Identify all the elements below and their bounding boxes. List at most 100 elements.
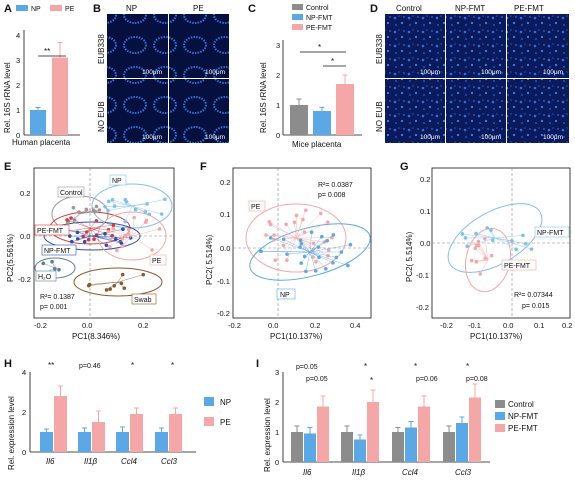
gene-label: Il1β bbox=[84, 457, 97, 466]
bar-np-fmt bbox=[405, 427, 417, 462]
x-tick: -0.2 bbox=[440, 321, 453, 330]
bar-np bbox=[155, 432, 168, 452]
x-axis-label-g: PC1(10.137%) bbox=[470, 332, 523, 341]
np-spoke bbox=[309, 251, 326, 269]
control-spoke bbox=[67, 213, 81, 224]
x-axis-label-c: Mice placenta bbox=[292, 140, 342, 149]
bar-control bbox=[443, 432, 455, 462]
bar-np-fmt bbox=[304, 433, 316, 462]
swab-point bbox=[141, 272, 146, 277]
h2o-spoke bbox=[43, 263, 56, 269]
y-axis-label-a: Rel. 16S rRNA level bbox=[3, 62, 12, 133]
panel-g: G NP-FMT PE-FMT R²= 0.07344 p= 0.015 -0.… bbox=[400, 161, 572, 341]
pe-fmt-point bbox=[110, 233, 115, 238]
pe-fmt-point bbox=[94, 219, 99, 223]
group-label-pefmt: PE-FMT bbox=[504, 263, 531, 270]
scale-bar: 100μm bbox=[543, 69, 563, 76]
swab-point bbox=[120, 272, 125, 277]
bars-c: 0 1 2 3 bbox=[276, 41, 354, 140]
bar-control bbox=[392, 432, 404, 462]
control-spoke bbox=[79, 209, 100, 215]
bar-np bbox=[40, 432, 53, 452]
bars-i bbox=[291, 383, 481, 462]
y-axis-label-g: PC2( 5.514%) bbox=[405, 231, 414, 282]
gene-label: Il1β bbox=[352, 468, 365, 477]
np-spoke bbox=[124, 205, 133, 222]
h2o-point bbox=[50, 259, 54, 264]
y-axis-label-i: Rel. expression level bbox=[263, 398, 272, 472]
pe-point bbox=[106, 229, 111, 234]
bar-pe-fmt bbox=[317, 406, 329, 462]
pe-point bbox=[281, 243, 286, 248]
np-spoke bbox=[309, 236, 322, 253]
np-point bbox=[348, 242, 353, 247]
np-fmt-point bbox=[69, 239, 74, 244]
y-tick: 0.0 bbox=[20, 232, 30, 241]
np-point bbox=[317, 255, 321, 260]
legend-swatch-pe bbox=[204, 417, 214, 426]
np-spoke bbox=[309, 234, 334, 253]
pe-fmt-spoke bbox=[89, 225, 114, 229]
panel-e: E Control NP PE-FMT NP-FMT PE H₂O bbox=[4, 161, 175, 341]
swab-spoke bbox=[117, 274, 144, 283]
pe-point bbox=[272, 233, 276, 237]
pe-fmt-spoke bbox=[67, 219, 91, 229]
pe-fmt-point bbox=[483, 237, 487, 241]
col-label-pe: PE bbox=[193, 4, 204, 13]
h2o-point bbox=[57, 267, 61, 272]
pe-spoke bbox=[275, 237, 297, 261]
np-fmt-point bbox=[485, 226, 490, 230]
panel-label-g: G bbox=[400, 161, 409, 173]
sig-label: * bbox=[414, 362, 417, 371]
legend-swatch-pe bbox=[50, 5, 62, 11]
row-label-noeub: NO EUB bbox=[375, 101, 384, 132]
scatter-points-f bbox=[258, 208, 353, 274]
legend-label-npfmt: NP-FMT bbox=[508, 412, 538, 421]
np-spoke bbox=[107, 205, 133, 211]
gene-label: Il6 bbox=[46, 457, 55, 466]
legend-swatch-control bbox=[292, 4, 303, 10]
pe-point bbox=[285, 258, 289, 262]
np-spoke bbox=[131, 199, 165, 207]
pe-point bbox=[111, 227, 116, 231]
sig-label: * bbox=[364, 362, 367, 371]
pe-spoke bbox=[294, 222, 297, 239]
group-label-pe: PE bbox=[152, 258, 162, 265]
legend-swatch-pefmt bbox=[495, 424, 505, 432]
sig-label-c: * bbox=[331, 57, 334, 66]
np-point bbox=[281, 237, 286, 242]
np-point bbox=[159, 212, 164, 216]
micrograph-npfmt-eub338 bbox=[446, 14, 506, 78]
x-axis-label-a: Human placenta bbox=[12, 138, 71, 147]
y-axis-label-h: Rel. expression level bbox=[7, 396, 16, 470]
legend-label-npfmt: NP-FMT bbox=[306, 15, 333, 22]
x-tick: 0.2 bbox=[138, 321, 148, 330]
np-fmt-point bbox=[521, 233, 525, 238]
y-axis-label-e: PC2(5.561%) bbox=[6, 234, 15, 282]
x-tick: -0.2 bbox=[34, 321, 47, 330]
scale-bar: 100μm bbox=[142, 134, 162, 141]
pe-fmt-point bbox=[473, 246, 477, 251]
pe-fmt-spoke bbox=[484, 238, 489, 261]
pe-fmt-point bbox=[469, 258, 474, 263]
x-tick: 0.2 bbox=[310, 321, 320, 330]
r2-e: R²= 0.1387 bbox=[40, 294, 75, 301]
group-labels-e: Control NP PE-FMT NP-FMT PE H₂O Swab bbox=[34, 174, 167, 305]
pe-fmt-spoke bbox=[65, 227, 91, 232]
sig-labels-h: ** p=0.46 * * bbox=[48, 361, 174, 370]
pe-fmt-spoke bbox=[475, 248, 489, 261]
pe-point bbox=[150, 248, 154, 252]
y-tick: -0.2 bbox=[416, 303, 429, 312]
control-point bbox=[94, 204, 99, 209]
y-tick: 3 bbox=[276, 41, 280, 50]
scatter-points-g bbox=[460, 226, 534, 276]
bar-pe bbox=[169, 414, 182, 452]
pe-point bbox=[115, 248, 119, 253]
legend-swatch-control bbox=[495, 400, 505, 408]
legend-label-control: Control bbox=[508, 400, 534, 409]
legend-label-np: NP bbox=[31, 6, 41, 13]
pe-spoke bbox=[109, 235, 133, 247]
swab-point bbox=[104, 288, 109, 292]
np-spoke bbox=[301, 243, 311, 253]
micrograph-control-noeub bbox=[385, 79, 445, 143]
